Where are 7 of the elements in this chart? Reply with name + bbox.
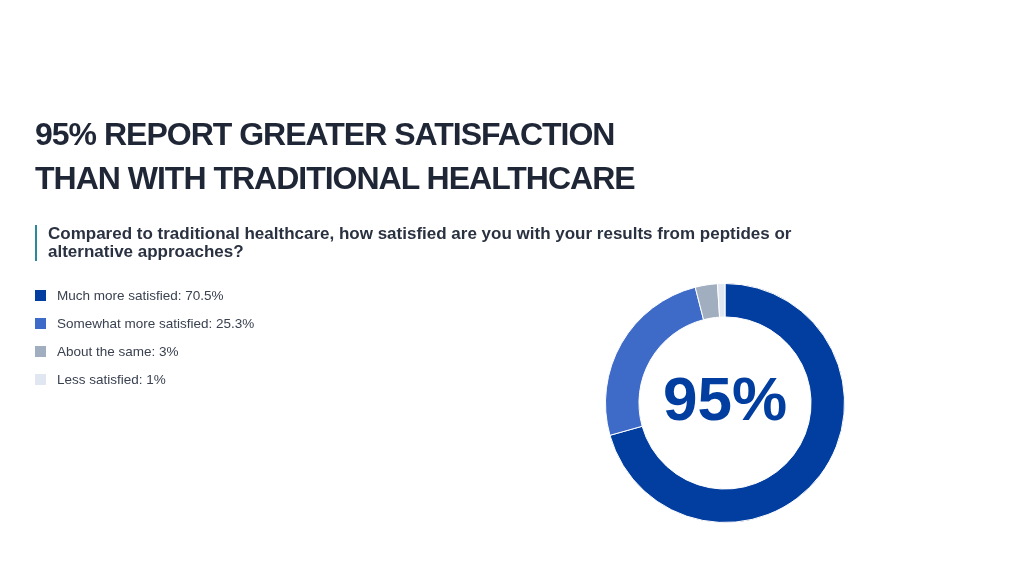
chart-subtitle: Compared to traditional healthcare, how satisfied are you with your results from peptides or alternative approaches? — [35, 224, 828, 261]
legend-label: Less satisfied: 1% — [57, 371, 166, 387]
chart-title: 95% REPORT GREATER SATISFACTION THAN WITH TRADITIONAL HEALTHCARE — [35, 115, 636, 198]
legend-label: Somewhat more satisfied: 25.3% — [57, 315, 255, 331]
legend-label: About the same: 3% — [57, 343, 179, 359]
text: 95% — [662, 364, 788, 434]
legend-label: Much more satisfied: 70.5% — [57, 287, 224, 303]
